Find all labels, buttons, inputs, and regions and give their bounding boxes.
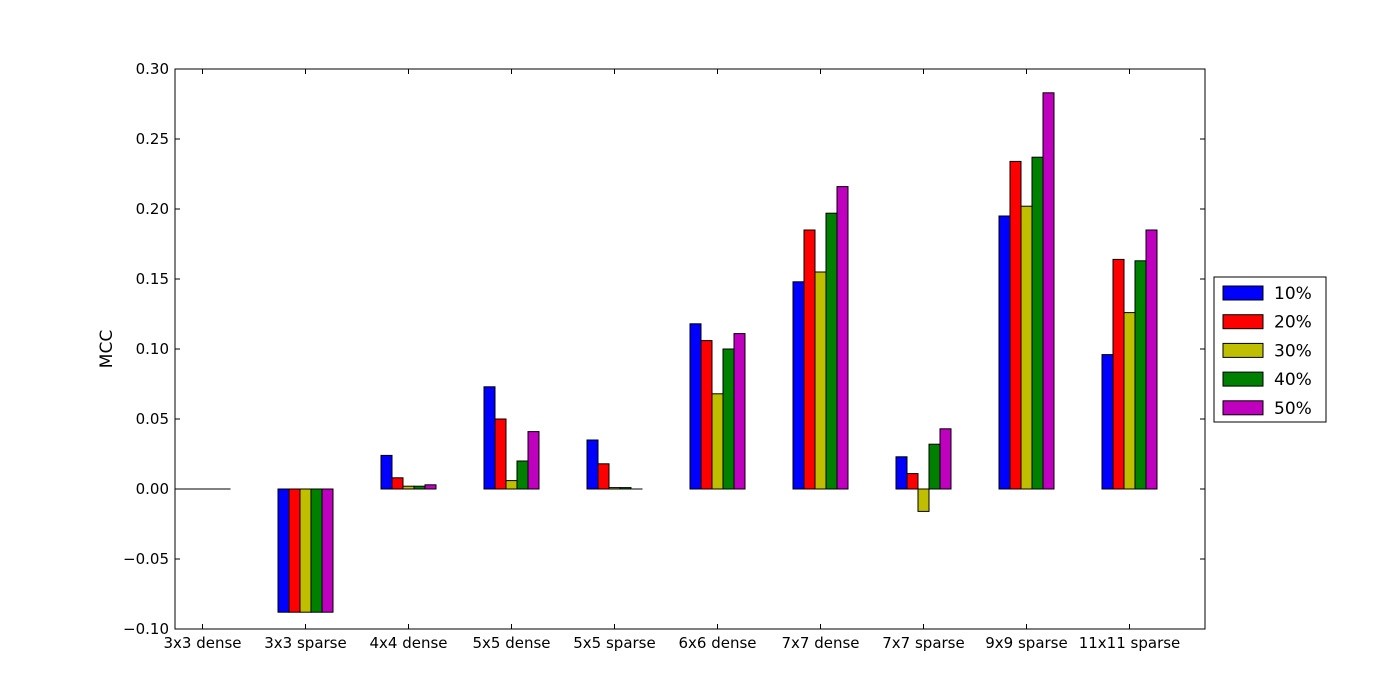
y-tick-label: 0.25 (136, 130, 169, 148)
bar-7x7-dense-30pct (814, 271, 827, 490)
bar-7x7-sparse-40pct (928, 443, 941, 490)
bar-5x5-dense-50pct (527, 431, 540, 490)
bar-5x5-sparse-40pct (619, 487, 632, 490)
legend-entry-label: 10% (1274, 284, 1312, 304)
bar-4x4-dense-20pct (391, 477, 404, 490)
bar-6x6-dense-30pct (711, 393, 724, 490)
legend-swatch (1222, 342, 1264, 358)
bar-5x5-dense-30pct (505, 480, 518, 490)
bar-6x6-dense-20pct (700, 340, 713, 490)
bar-5x5-sparse-20pct (597, 463, 610, 490)
x-tick-label: 4x4 dense (369, 634, 447, 652)
y-tick-label: 0.10 (136, 340, 169, 358)
y-axis-label: MCC (97, 330, 117, 368)
y-tick-label: 0.00 (136, 480, 169, 498)
bar-7x7-sparse-20pct (906, 473, 919, 490)
x-tick-label: 5x5 sparse (573, 634, 655, 652)
legend: 10% 20% 30% 40% 50% (1213, 276, 1327, 423)
bar-3x3-sparse-50pct (321, 488, 334, 613)
bar-11x11-sparse-20pct (1112, 258, 1125, 490)
bar-9x9-sparse-30pct (1020, 205, 1033, 490)
bars-layer (174, 92, 1158, 613)
bar-4x4-dense-10pct (380, 454, 393, 490)
x-tick-label: 3x3 sparse (264, 634, 346, 652)
bar-6x6-dense-10pct (689, 323, 702, 490)
bar-11x11-sparse-40pct (1134, 260, 1147, 490)
bar-6x6-dense-50pct (733, 333, 746, 490)
legend-swatch (1222, 400, 1264, 416)
x-tick-label: 7x7 sparse (882, 634, 964, 652)
bar-5x5-dense-20pct (494, 418, 507, 490)
bar-9x9-sparse-40pct (1031, 156, 1044, 490)
y-tick-label: 0.20 (136, 200, 169, 218)
bar-9x9-sparse-50pct (1042, 92, 1055, 490)
bar-5x5-dense-40pct (516, 460, 529, 490)
bar-4x4-dense-50pct (424, 484, 437, 490)
bar-11x11-sparse-50pct (1145, 229, 1158, 490)
bar-4x4-dense-30pct (402, 485, 415, 490)
bar-5x5-sparse-30pct (608, 487, 621, 490)
legend-entry-label: 40% (1274, 370, 1312, 390)
bar-7x7-sparse-30pct (917, 488, 930, 512)
y-tick-label: 0.15 (136, 270, 169, 288)
y-tick-label: −0.10 (123, 620, 169, 638)
legend-entry-label: 30% (1274, 341, 1312, 361)
bar-6x6-dense-40pct (722, 348, 735, 490)
bar-5x5-sparse-10pct (586, 439, 599, 490)
bar-7x7-sparse-50pct (939, 428, 952, 490)
y-tick-label: −0.05 (123, 550, 169, 568)
y-axis-tick-labels: −0.10 −0.05 0.00 0.05 0.10 0.15 0.20 0.25 0.30 (123, 60, 169, 638)
x-tick-label: 9x9 sparse (985, 634, 1067, 652)
plot-area-frame (174, 68, 1206, 630)
x-tick-label: 6x6 dense (678, 634, 756, 652)
legend-swatch (1222, 285, 1264, 301)
legend-entry-label: 20% (1274, 313, 1312, 333)
bar-7x7-dense-40pct (825, 212, 838, 490)
bar-3x3-sparse-30pct (299, 488, 312, 613)
x-tick-label: 3x3 dense (163, 634, 241, 652)
bar-7x7-dense-50pct (836, 186, 849, 490)
y-tick-label: 0.30 (136, 60, 169, 78)
bar-5x5-dense-10pct (483, 386, 496, 490)
bar-11x11-sparse-30pct (1123, 312, 1136, 490)
bar-7x7-dense-10pct (792, 281, 805, 490)
y-tick-label: 0.05 (136, 410, 169, 428)
bar-7x7-dense-20pct (803, 229, 816, 490)
bar-3x3-sparse-20pct (288, 488, 301, 613)
x-tick-label: 5x5 dense (472, 634, 550, 652)
legend-swatch (1222, 371, 1264, 387)
bar-3x3-sparse-40pct (310, 488, 323, 613)
x-tick-label: 11x11 sparse (1079, 634, 1181, 652)
bar-7x7-sparse-10pct (895, 456, 908, 490)
legend-entry-label: 50% (1274, 399, 1312, 419)
x-axis-tick-labels: 3x3 dense 3x3 sparse 4x4 dense 5x5 dense 5x5… (163, 634, 1180, 652)
bar-9x9-sparse-10pct (998, 215, 1011, 490)
x-tick-label: 7x7 dense (781, 634, 859, 652)
bar-4x4-dense-40pct (413, 485, 426, 490)
bar-3x3-sparse-10pct (277, 488, 290, 613)
bar-9x9-sparse-20pct (1009, 160, 1022, 490)
legend-swatch (1222, 314, 1264, 330)
bar-11x11-sparse-10pct (1101, 354, 1114, 490)
